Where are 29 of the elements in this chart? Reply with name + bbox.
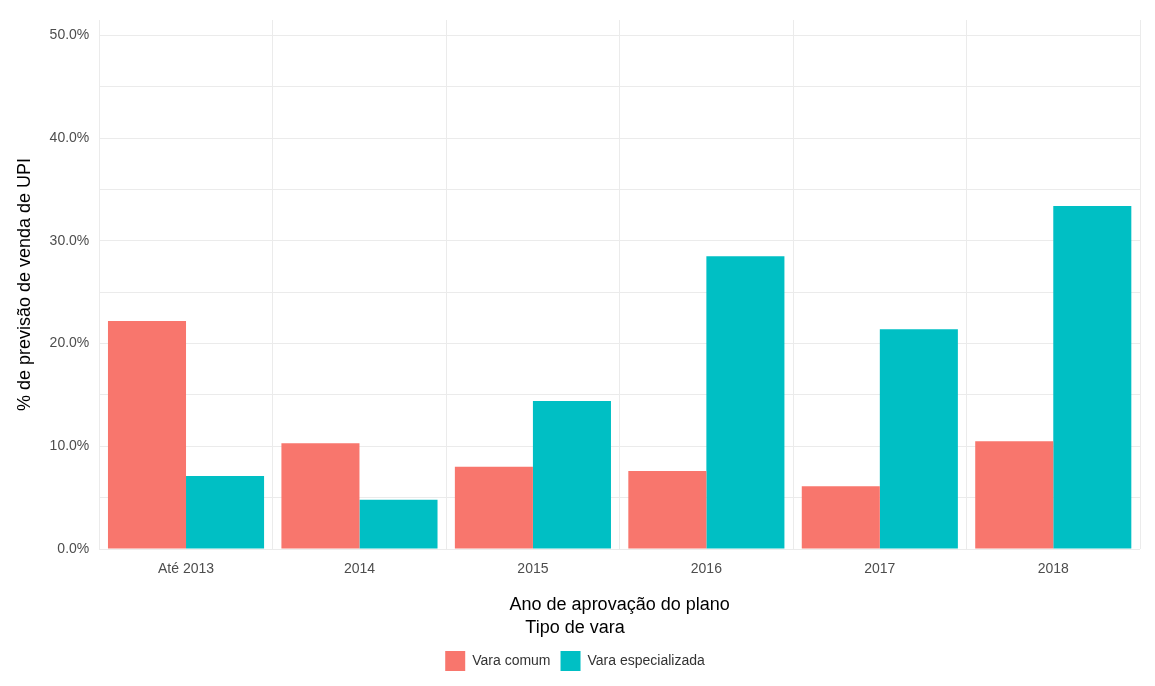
legend-title: Tipo de vara xyxy=(525,617,626,638)
bar xyxy=(1053,205,1132,549)
bar xyxy=(628,470,707,549)
y-tick-label: 10.0% xyxy=(49,437,90,454)
bar xyxy=(281,443,360,549)
x-tick-label: 2015 xyxy=(517,560,549,577)
bar xyxy=(454,466,533,549)
x-axis-title: Ano de aprovação do plano xyxy=(509,593,730,614)
bar xyxy=(706,256,785,549)
x-tick-label: 2018 xyxy=(1037,560,1070,577)
y-tick-label: 30.0% xyxy=(49,231,90,248)
x-tick-label: Até 2013 xyxy=(157,560,215,577)
bar xyxy=(879,329,958,549)
y-tick-label: 0.0% xyxy=(57,539,90,556)
y-axis-title: % de previsão de venda de UPI xyxy=(13,157,34,412)
x-tick-label: 2017 xyxy=(864,560,896,577)
bar xyxy=(107,320,187,549)
bar xyxy=(359,499,438,549)
x-tick-label: 2016 xyxy=(690,560,723,577)
x-tick-label: 2014 xyxy=(343,560,376,577)
bar xyxy=(975,441,1054,549)
bar xyxy=(186,476,265,549)
bar xyxy=(801,486,880,549)
y-tick-label: 40.0% xyxy=(49,128,90,145)
legend-label: Vara especializada xyxy=(587,651,705,668)
bar xyxy=(532,401,611,549)
y-tick-label: 50.0% xyxy=(49,26,90,43)
legend-label: Vara comum xyxy=(472,651,551,668)
y-tick-label: 20.0% xyxy=(49,334,90,351)
